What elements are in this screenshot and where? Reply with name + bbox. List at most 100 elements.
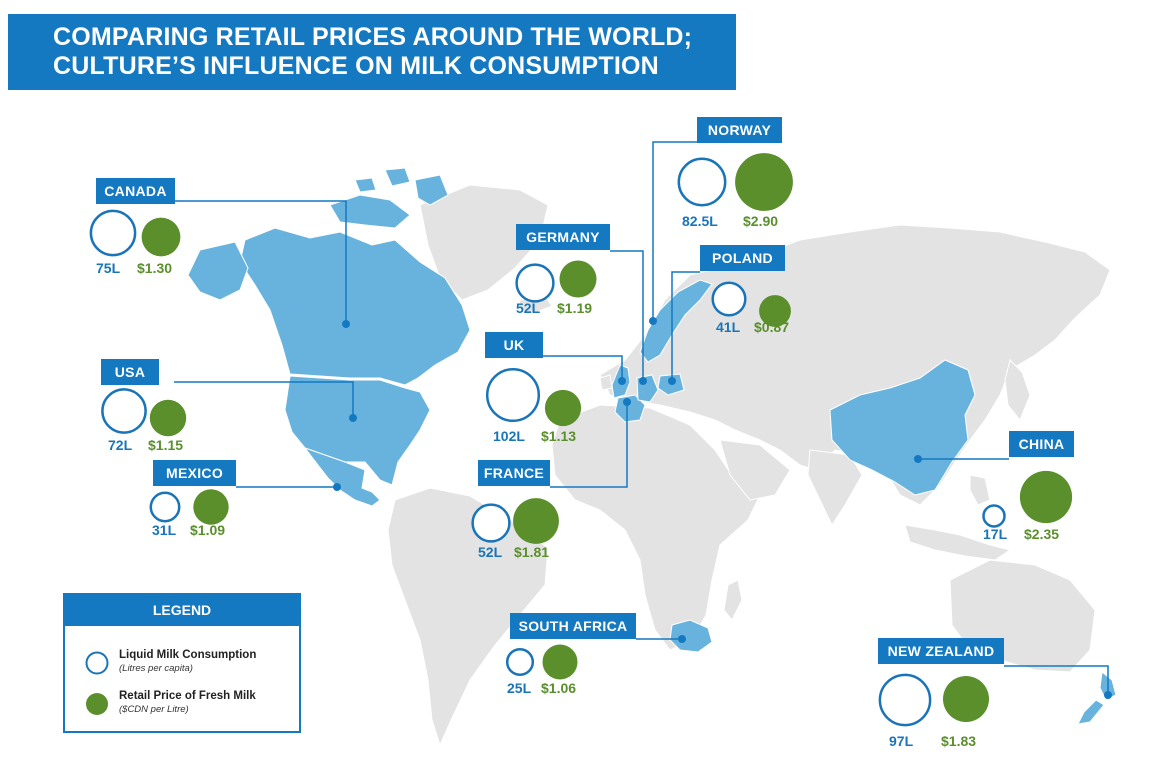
norway-price-circle bbox=[735, 153, 793, 211]
page-title: COMPARING RETAIL PRICES AROUND THE WORLD… bbox=[8, 14, 736, 90]
legend-price-title: Retail Price of Fresh Milk bbox=[119, 690, 256, 702]
legend-heading: LEGEND bbox=[64, 594, 300, 626]
new-zealand-marker bbox=[1104, 691, 1112, 699]
china-marker bbox=[914, 455, 922, 463]
south-africa-price-value: $1.06 bbox=[541, 680, 577, 696]
germany-marker bbox=[639, 377, 647, 385]
canada-consumption-circle bbox=[89, 209, 137, 257]
uk-consumption-value: 102L bbox=[493, 428, 525, 444]
south-africa-price-circle bbox=[542, 644, 578, 680]
germany-price-circle bbox=[559, 260, 597, 298]
norway-label: NORWAY bbox=[697, 117, 782, 143]
france-label: FRANCE bbox=[478, 460, 550, 486]
arabia-shape bbox=[719, 439, 791, 501]
norway-shape bbox=[639, 279, 713, 363]
new-zealand-consumption-value: 97L bbox=[889, 733, 914, 749]
usa-price-circle bbox=[149, 399, 187, 437]
mexico-price-circle bbox=[193, 489, 229, 525]
canada-islands-shape bbox=[329, 167, 449, 229]
uk-price-value: $1.13 bbox=[541, 428, 577, 444]
usa-consumption-value: 72L bbox=[108, 437, 133, 453]
norway-consumption-value: 82.5L bbox=[682, 213, 718, 229]
canada-shape bbox=[239, 227, 471, 386]
mexico-shape bbox=[303, 446, 381, 507]
canada-price-value: $1.30 bbox=[137, 260, 173, 276]
germany-price-value: $1.19 bbox=[557, 300, 593, 316]
france-price-circle bbox=[513, 498, 559, 544]
uk-price-circle bbox=[544, 389, 582, 427]
france-consumption-value: 52L bbox=[478, 544, 503, 560]
france-leader bbox=[550, 402, 628, 488]
france-shape bbox=[614, 394, 646, 423]
indonesia-shape bbox=[904, 524, 1012, 561]
new-zealand-price-value: $1.83 bbox=[941, 733, 977, 749]
greenland-shape bbox=[419, 184, 549, 301]
madagascar-shape bbox=[723, 579, 743, 621]
norway-leader bbox=[652, 141, 697, 321]
south-africa-consumption-value: 25L bbox=[507, 680, 532, 696]
china-price-circle bbox=[1019, 470, 1073, 524]
uk-label: UK bbox=[485, 332, 543, 358]
alaska-shape bbox=[187, 241, 249, 301]
china-price-value: $2.35 bbox=[1024, 526, 1060, 542]
usa-label: USA bbox=[101, 359, 159, 385]
canada-consumption-value: 75L bbox=[96, 260, 121, 276]
new-zealand-label: NEW ZEALAND bbox=[878, 638, 1004, 664]
title-line-2: CULTURE’S INFLUENCE ON MILK CONSUMPTION bbox=[53, 52, 659, 80]
norway-consumption-circle bbox=[677, 157, 727, 207]
germany-consumption-circle bbox=[515, 263, 555, 303]
germany-leader bbox=[610, 250, 644, 381]
usa-consumption-circle bbox=[101, 388, 147, 434]
germany-consumption-value: 52L bbox=[516, 300, 541, 316]
poland-consumption-circle bbox=[711, 281, 747, 317]
china-consumption-value: 17L bbox=[983, 526, 1008, 542]
title-line-1: COMPARING RETAIL PRICES AROUND THE WORLD… bbox=[53, 23, 693, 51]
south-africa-consumption-circle bbox=[505, 647, 535, 677]
china-consumption-circle bbox=[982, 504, 1006, 528]
france-price-value: $1.81 bbox=[514, 544, 550, 560]
price-circle-icon bbox=[86, 693, 108, 715]
legend: LEGEND Liquid Milk Consumption (Litres p… bbox=[63, 593, 301, 733]
china-shape bbox=[829, 359, 976, 496]
south-africa-label: SOUTH AFRICA bbox=[510, 613, 636, 639]
legend-price-unit: ($CDN per Litre) bbox=[119, 704, 189, 715]
south-africa-shape bbox=[669, 619, 713, 653]
consumption-circle-icon bbox=[85, 651, 109, 675]
canada-leader bbox=[175, 200, 347, 324]
uk-consumption-circle bbox=[485, 367, 541, 423]
uk-marker bbox=[618, 377, 626, 385]
canada-marker bbox=[342, 320, 350, 328]
mexico-marker bbox=[333, 483, 341, 491]
new-zealand-leader bbox=[1004, 665, 1109, 695]
mexico-consumption-circle bbox=[149, 491, 181, 523]
poland-label: POLAND bbox=[700, 245, 785, 271]
philippines-shape bbox=[969, 474, 991, 506]
usa-price-value: $1.15 bbox=[148, 437, 184, 453]
poland-leader bbox=[671, 271, 700, 381]
poland-price-circle bbox=[759, 295, 791, 327]
norway-marker bbox=[649, 317, 657, 325]
mexico-price-value: $1.09 bbox=[190, 522, 226, 538]
poland-price-value: $0.87 bbox=[754, 319, 790, 335]
poland-marker bbox=[668, 377, 676, 385]
usa-marker bbox=[349, 414, 357, 422]
ireland-shape bbox=[599, 374, 613, 391]
new-zealand-consumption-circle bbox=[878, 673, 932, 727]
canada-price-circle bbox=[141, 217, 181, 257]
germany-label: GERMANY bbox=[516, 224, 610, 250]
legend-consumption-title: Liquid Milk Consumption bbox=[119, 649, 257, 661]
norway-price-value: $2.90 bbox=[743, 213, 779, 229]
china-label: CHINA bbox=[1009, 431, 1074, 457]
usa-leader bbox=[174, 381, 354, 418]
uk-leader bbox=[543, 355, 623, 381]
poland-consumption-value: 41L bbox=[716, 319, 741, 335]
mexico-label: MEXICO bbox=[153, 460, 236, 486]
legend-consumption-unit: (Litres per capita) bbox=[119, 663, 193, 674]
france-consumption-circle bbox=[471, 503, 511, 543]
new-zealand-price-circle bbox=[943, 676, 989, 722]
south-africa-marker bbox=[678, 635, 686, 643]
mexico-consumption-value: 31L bbox=[152, 522, 177, 538]
france-marker bbox=[623, 398, 631, 406]
japan-shape bbox=[1004, 359, 1031, 421]
